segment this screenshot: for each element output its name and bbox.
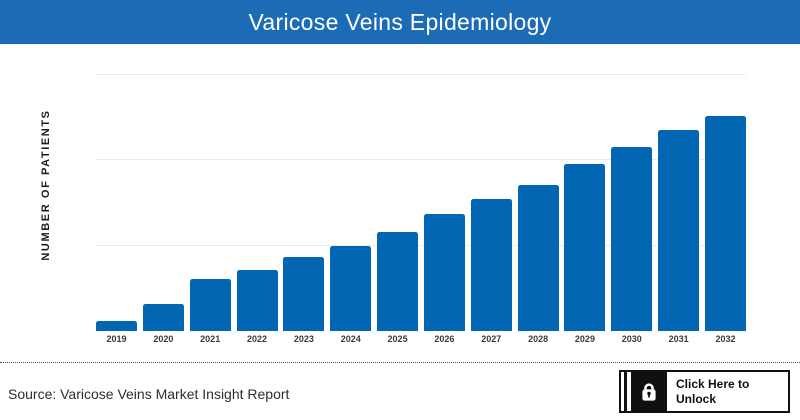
x-tick-label-2020: 2020 [153, 334, 174, 344]
x-tick-label-2026: 2026 [434, 334, 455, 344]
bar-chart [96, 60, 746, 331]
x-tick-label-2022: 2022 [247, 334, 268, 344]
x-tick-label-2023: 2023 [293, 334, 314, 344]
x-tick-label-2019: 2019 [106, 334, 127, 344]
bar-2022 [236, 270, 278, 331]
lock-icon [631, 372, 667, 411]
bar-2027 [470, 199, 512, 331]
bar-2024 [330, 246, 372, 331]
unlock-accent-line [624, 372, 627, 411]
x-tick-label-2028: 2028 [528, 334, 549, 344]
bar-2023 [283, 257, 325, 331]
unlock-button[interactable]: Click Here to Unlock [619, 370, 790, 413]
gridline [96, 74, 746, 75]
footer-divider [0, 362, 800, 363]
unlock-label-line2: Unlock [676, 391, 717, 406]
header-bar: Varicose Veins Epidemiology [0, 0, 800, 44]
bar-2032 [704, 116, 746, 331]
bars [96, 60, 746, 331]
x-tick-label-2029: 2029 [574, 334, 595, 344]
bar-2020 [142, 304, 184, 331]
bar-2030 [611, 147, 653, 331]
x-tick-label-2031: 2031 [668, 334, 689, 344]
bar-2019 [96, 321, 137, 331]
gridline [96, 245, 746, 246]
x-tick-label-2032: 2032 [715, 334, 736, 344]
x-tick-label-2030: 2030 [621, 334, 642, 344]
x-tick-label-2024: 2024 [340, 334, 361, 344]
gridline [96, 159, 746, 160]
bar-2025 [377, 232, 419, 331]
y-axis-label: NUMBER OF PATIENTS [40, 109, 52, 261]
chart-title: Varicose Veins Epidemiology [248, 8, 552, 35]
x-tick-label-2025: 2025 [387, 334, 408, 344]
bar-2021 [189, 279, 231, 331]
bar-2028 [517, 185, 559, 331]
unlock-button-label: Click Here to Unlock [667, 372, 749, 411]
bar-2026 [423, 214, 465, 331]
x-tick-label-2021: 2021 [200, 334, 221, 344]
bar-2029 [564, 164, 606, 331]
x-labels: 2019 2020 2021 2022 2023 2024 2025 2026 2027 2028… [96, 334, 746, 344]
bar-2031 [658, 130, 700, 331]
x-tick-label-2027: 2027 [481, 334, 502, 344]
source-text: Source: Varicose Veins Market Insight Re… [8, 386, 290, 402]
unlock-label-line1: Click Here to [676, 376, 750, 391]
